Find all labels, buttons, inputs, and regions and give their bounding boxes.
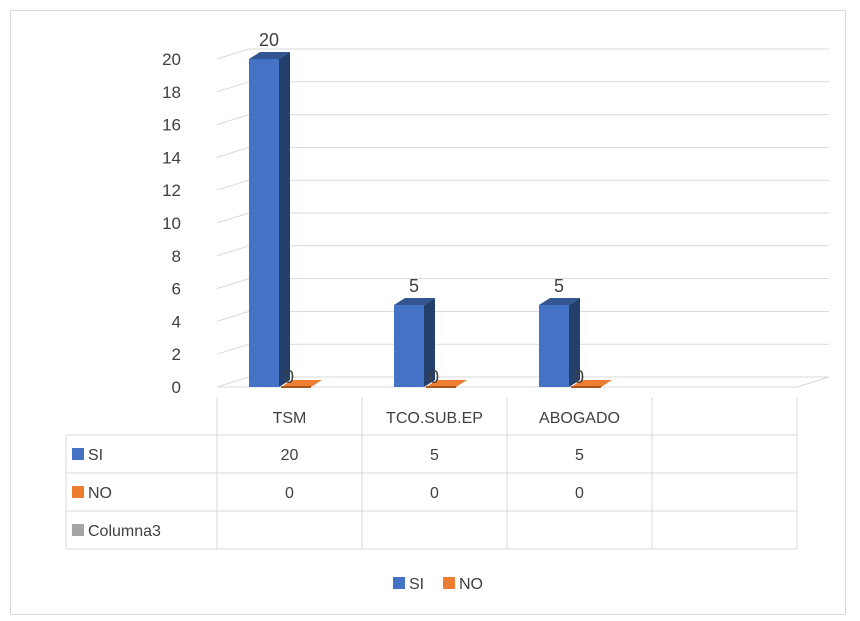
table-cell: 0 — [285, 485, 294, 502]
bar-side-face — [279, 52, 290, 387]
chart-frame: 0 2 4 6 8 10 12 14 16 18 20 20 0 5 0 5 0 TSM TCO.SUB.EP ABO… — [10, 10, 846, 615]
y-tick-label: 20 — [162, 50, 181, 69]
table-row-swatch — [72, 448, 84, 460]
chart-svg: 0 2 4 6 8 10 12 14 16 18 20 20 0 5 0 5 0 TSM TCO.SUB.EP ABO… — [65, 30, 830, 593]
gridline-side — [216, 81, 250, 93]
floor-edge-right — [796, 376, 830, 388]
gridline-side — [216, 48, 250, 60]
table-row-label: SI — [88, 447, 103, 464]
table-row-label: NO — [88, 485, 112, 502]
bar-front-face — [394, 305, 424, 387]
data-label-si: 20 — [259, 30, 279, 50]
y-tick-label: 2 — [172, 345, 181, 364]
gridline-side — [216, 212, 250, 224]
table-row-label: Columna3 — [88, 523, 161, 540]
bar-front-face — [281, 386, 311, 388]
y-tick-label: 0 — [172, 378, 181, 397]
table-cell: 20 — [281, 447, 299, 464]
table-cell: 5 — [430, 447, 439, 464]
bar-top-face — [249, 52, 290, 59]
bar-side-face — [424, 298, 435, 387]
table-cell: 0 — [430, 485, 439, 502]
bar-front-face — [249, 59, 279, 387]
legend-entry: NO — [459, 576, 483, 593]
bar-NO — [571, 380, 612, 388]
gridline-side — [216, 278, 250, 290]
data-label-no: 0 — [574, 367, 584, 387]
y-tick-label: 10 — [162, 214, 181, 233]
gridline-side — [216, 179, 250, 191]
bar-top-face — [426, 380, 467, 387]
y-tick-label: 4 — [172, 312, 181, 331]
table-header-cell: TCO.SUB.EP — [386, 410, 483, 427]
bar-top-face — [571, 380, 612, 387]
legend-swatch — [393, 577, 405, 589]
y-tick-label: 12 — [162, 181, 181, 200]
legend-swatch — [443, 577, 455, 589]
table-header-cell: TSM — [273, 410, 307, 427]
bar-front-face — [539, 305, 569, 387]
y-tick-label: 8 — [172, 247, 181, 266]
bar-SI — [539, 298, 580, 387]
y-tick-label: 14 — [162, 148, 181, 167]
bar-top-face — [394, 298, 435, 305]
gridline-side — [216, 114, 250, 126]
table-cell: 0 — [575, 485, 584, 502]
table-row-swatch — [72, 486, 84, 498]
gridline-side — [216, 310, 250, 322]
data-label-no: 0 — [284, 367, 294, 387]
bar-SI — [249, 52, 290, 387]
data-label-no: 0 — [429, 367, 439, 387]
y-tick-label: 6 — [172, 280, 181, 299]
table-header-cell: ABOGADO — [539, 410, 620, 427]
bar-side-face — [569, 298, 580, 387]
gridline-side — [216, 245, 250, 257]
bar-SI — [394, 298, 435, 387]
bar-NO — [426, 380, 467, 388]
table-cell: 5 — [575, 447, 584, 464]
gridline-side — [216, 343, 250, 355]
gridline-side — [216, 376, 250, 388]
bar-top-face — [281, 380, 322, 387]
y-tick-label: 16 — [162, 116, 181, 135]
bar-NO — [281, 380, 322, 388]
gridline-side — [216, 146, 250, 158]
data-label-si: 5 — [554, 276, 564, 296]
legend-entry: SI — [409, 576, 424, 593]
bar-front-face — [571, 386, 601, 388]
data-label-si: 5 — [409, 276, 419, 296]
table-row-swatch — [72, 524, 84, 536]
bar-top-face — [539, 298, 580, 305]
bar-front-face — [426, 386, 456, 388]
y-tick-label: 18 — [162, 83, 181, 102]
